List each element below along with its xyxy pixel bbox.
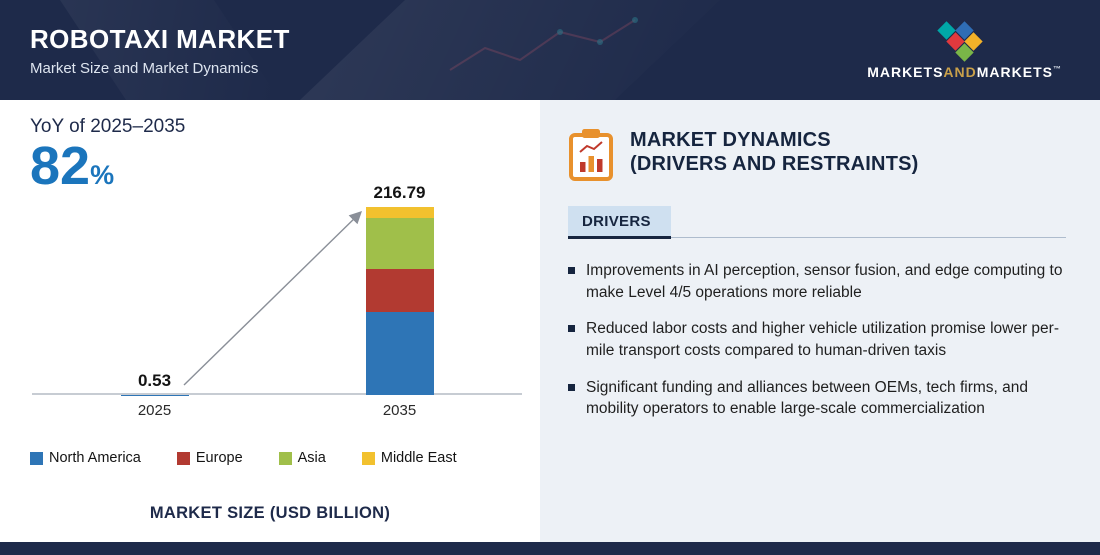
legend-label-middle-east: Middle East — [380, 450, 457, 466]
dynamics-title-line2: (DRIVERS AND RESTRAINTS) — [630, 153, 919, 175]
legend-label-asia: Asia — [297, 450, 326, 466]
tab-row: DRIVERS — [568, 206, 1066, 239]
bar-slot-2025: 0.53 — [32, 183, 277, 395]
dynamics-heading-row: MARKET DYNAMICS (DRIVERS AND RESTRAINTS) — [568, 126, 1066, 182]
header-deco-shape — [300, 0, 720, 100]
yoy-number: 82 — [30, 136, 91, 196]
bar-slot-2035: 216.79 — [277, 183, 522, 395]
x-axis-label-2025: 2025 — [137, 402, 172, 419]
page-title: ROBOTAXI MARKET — [30, 23, 290, 54]
drivers-bullet-list: Improvements in AI perception, sensor fu… — [568, 260, 1066, 420]
header-banner: ROBOTAXI MARKET Market Size and Market D… — [0, 0, 1100, 100]
clipboard-chart-icon — [569, 129, 613, 181]
legend-label-europe: Europe — [195, 450, 243, 466]
driver-bullet-text: Significant funding and alliances betwee… — [586, 378, 1028, 418]
tab-drivers[interactable]: DRIVERS — [568, 206, 671, 239]
stacked-bar-2035 — [365, 207, 434, 395]
logo-part1: MARKETS — [867, 64, 944, 80]
bar-total-label-2025: 0.53 — [137, 370, 172, 390]
yoy-label: YoY of 2025–2035 — [30, 116, 186, 137]
legend-swatch-icon — [361, 451, 375, 465]
logo-part3: MARKETS — [976, 64, 1053, 80]
bar-segment-asia — [365, 218, 434, 269]
legend-label-north-america: North America — [49, 450, 141, 466]
driver-bullet: Improvements in AI perception, sensor fu… — [568, 260, 1066, 303]
bar-total-label-2035: 216.79 — [373, 183, 426, 203]
axis-title: MARKET SIZE (USD BILLION) — [149, 504, 391, 522]
driver-bullet: Significant funding and alliances betwee… — [568, 377, 1066, 420]
legend-item-middle-east: Middle East — [361, 450, 457, 466]
market-dynamics-panel: MARKET DYNAMICS (DRIVERS AND RESTRAINTS)… — [540, 100, 1100, 542]
bullet-square-icon — [568, 325, 575, 333]
driver-bullet: Reduced labor costs and higher vehicle u… — [568, 318, 1066, 361]
page-subtitle: Market Size and Market Dynamics — [30, 59, 259, 77]
driver-bullet-text: Reduced labor costs and higher vehicle u… — [586, 320, 1059, 360]
logo-wordmark: MARKETSANDMARKETS™ — [867, 64, 1062, 80]
legend-item-asia: Asia — [278, 450, 326, 466]
legend-item-europe: Europe — [176, 450, 243, 466]
footer-bar — [0, 542, 1100, 555]
logo-part2: AND — [943, 64, 977, 80]
logo-diamonds-icon — [936, 21, 983, 62]
chart-legend: North America Europe Asia Middle East — [30, 450, 457, 466]
bullet-square-icon — [568, 383, 575, 391]
legend-swatch-icon — [176, 451, 190, 465]
header-deco-chart — [449, 17, 638, 71]
legend-item-north-america: North America — [30, 450, 141, 466]
bar-segment-europe — [365, 268, 434, 313]
x-axis-label-2035: 2035 — [382, 402, 417, 419]
logo-trademark: ™ — [1053, 64, 1062, 74]
yoy-value: 82% — [30, 138, 114, 195]
legend-swatch-icon — [30, 451, 43, 465]
dynamics-title: MARKET DYNAMICS (DRIVERS AND RESTRAINTS) — [630, 128, 919, 176]
bar-segment-north-america — [365, 312, 434, 395]
dynamics-title-line1: MARKET DYNAMICS — [630, 129, 831, 151]
x-axis-labels: 2025 2035 — [32, 402, 522, 419]
legend-swatch-icon — [278, 451, 292, 465]
market-size-panel: YoY of 2025–2035 82% 0.53 216.79 2025 2035… — [0, 100, 540, 542]
bullet-square-icon — [568, 267, 575, 274]
bar-segment-middle-east — [365, 207, 434, 219]
yoy-percent-sign: % — [90, 160, 115, 190]
marketsandmarkets-logo: MARKETSANDMARKETS™ — [867, 20, 1062, 80]
content-area: YoY of 2025–2035 82% 0.53 216.79 2025 2035… — [0, 100, 1100, 542]
driver-bullet-text: Improvements in AI perception, sensor fu… — [586, 262, 1063, 301]
bars-layer: 0.53 216.79 — [32, 183, 522, 395]
